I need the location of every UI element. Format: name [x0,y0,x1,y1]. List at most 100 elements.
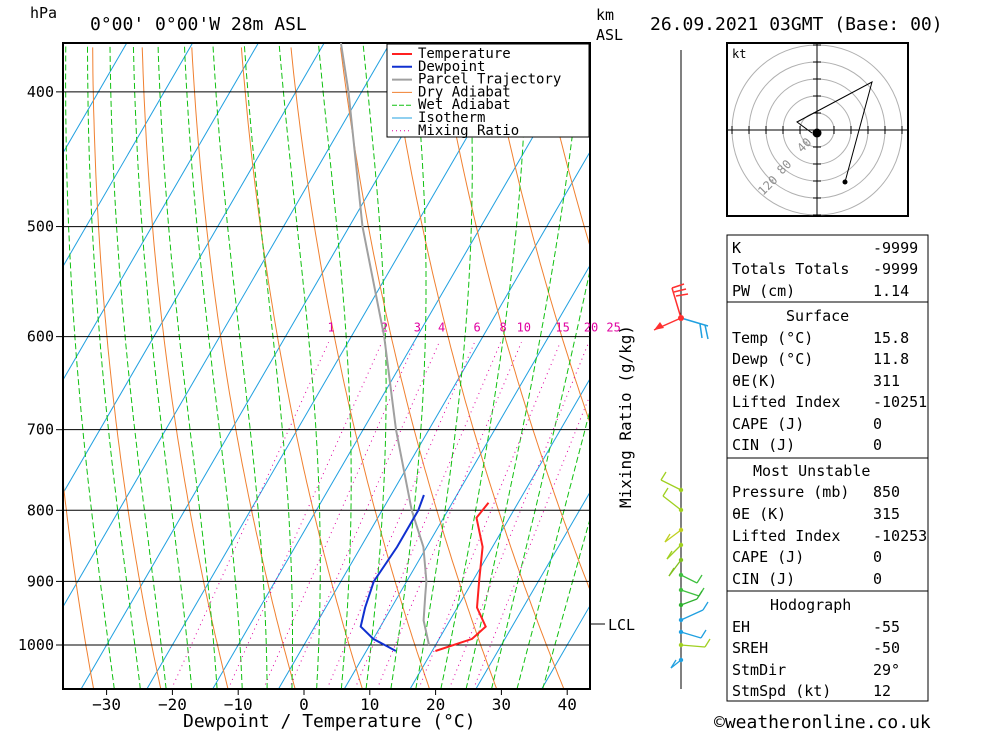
wet-adiabat-line [278,45,321,689]
hodograph-table-box [726,590,929,702]
stmspd-label: StmSpd (kt) [732,682,831,700]
hodograph-unit: kt [732,47,746,61]
mixing-ratio-line [288,342,440,689]
wet-adiabat-line [440,45,527,689]
sreh-value: -50 [873,639,900,657]
wind-barb-feather [696,590,703,600]
legend-box [386,43,590,138]
mixing-ratio-label: 3 [414,321,421,335]
mixing-ratio-line [326,342,476,689]
mu-pressure-value: 850 [873,483,900,501]
wet-adiabat-line [465,45,583,689]
wet-adiabat-line [415,45,473,689]
temperature-tick-label: 20 [426,695,445,714]
dry-adiabat-line [141,47,229,689]
wind-barb-dot [678,572,684,578]
wet-adiabat-line [516,408,590,689]
wind-barb-feather [696,574,703,584]
hodograph-end-point [842,179,848,185]
mu-pressure-label: Pressure (mb) [732,483,849,501]
surface-cin-value: 0 [873,436,882,454]
dry-adiabat-line [340,47,498,689]
isotherm-line [63,43,325,495]
mixing-ratio-label: 2 [381,321,388,335]
surface-dewp-value: 11.8 [873,350,909,368]
surface-cape-value: 0 [873,415,882,433]
wind-barb-dot [678,487,684,493]
wind-barb [680,609,704,621]
dry-adiabat-line [63,476,95,689]
mixing-ratio-line [418,342,561,689]
wind-barb-dot [678,542,684,548]
surface-li-value: -10251 [873,393,927,411]
copyright-footer: ©weatheronline.co.uk [714,712,931,733]
mixing-ratio-line [376,342,522,689]
sounding-traces [339,43,490,652]
indices-box [726,234,929,303]
wind-barb-dot [678,527,684,533]
lcl-label: LCL [608,616,635,634]
mu-cape-value: 0 [873,548,882,566]
wind-barb-upper [653,283,709,340]
mu-cape-label: CAPE (J) [732,548,804,566]
mixing-ratio-line [227,341,383,689]
temperature-tick-label: −30 [92,695,121,714]
wet-adiabat-line [132,45,193,689]
dry-adiabat-line [191,47,296,689]
surface-theta-label: θE(K) [732,372,777,390]
legend-label: Wet Adiabat [418,97,511,113]
mu-cin-value: 0 [873,570,882,588]
asl-unit-label: ASL [596,26,623,44]
most-unstable-box [726,457,929,592]
mu-cin-label: CIN (J) [732,570,795,588]
mu-li-value: -10253 [873,527,927,545]
legend-label: Isotherm [418,110,485,126]
mixing-ratio-label: 10 [517,321,531,335]
wet-adiabat-line [87,45,141,689]
wind-barb-feather [704,638,711,648]
eh-label: EH [732,618,750,636]
dry-adiabat-line [985,47,1000,689]
dry-adiabat-line [92,47,162,689]
parcel-trajectory-line [339,43,430,646]
stmdir-value: 29° [873,661,900,679]
dewpoint-line [359,494,425,652]
mixing-ratio-label: 20 [584,321,598,335]
surface-temp-value: 15.8 [873,329,909,347]
mixing-ratio-line [171,341,330,689]
hodograph-trace [796,81,873,183]
wet-adiabat-line [542,517,590,689]
hpa-unit-label: hPa [30,4,57,22]
dry-adiabat-line [389,47,565,689]
wet-adiabat-line [65,45,115,689]
stats-table: K -9999 Totals Totals -9999 PW (cm) 1.14… [726,234,929,702]
location-title: 0°00' 0°00'W 28m ASL [90,14,307,35]
pressure-tick-label: 800 [27,501,54,519]
temperature-tick-label: −20 [158,695,187,714]
x-axis-label: Dewpoint / Temperature (°C) [183,711,476,732]
mixing-ratio-line [448,342,590,689]
surface-cin-label: CIN (J) [732,436,795,454]
isotherm-line [63,43,128,154]
pressure-tick-label: 900 [27,572,54,590]
wind-barb [680,598,698,606]
wet-adiabat-line [212,45,268,689]
k-value: -9999 [873,239,918,257]
wind-barb [664,529,682,543]
pw-label: PW (cm) [732,282,795,300]
temperature-tick-label: 0 [299,695,309,714]
surface-box [726,301,929,459]
pressure-tick-label: 700 [27,421,54,439]
wind-barbs-lower [660,471,711,669]
mixing-ratio-label: 8 [499,321,506,335]
pw-value: 1.14 [873,282,909,300]
datetime-title: 26.09.2021 03GMT (Base: 00) [650,14,943,35]
isotherm-line [0,43,61,689]
mixing-ratio-label: 1 [328,321,335,335]
wet-adiabat-line [390,45,427,689]
wind-barb-feather [700,629,707,639]
dry-adiabat-line [439,47,590,592]
surface-cape-label: CAPE (J) [732,415,804,433]
wind-barb-dot [678,587,684,593]
